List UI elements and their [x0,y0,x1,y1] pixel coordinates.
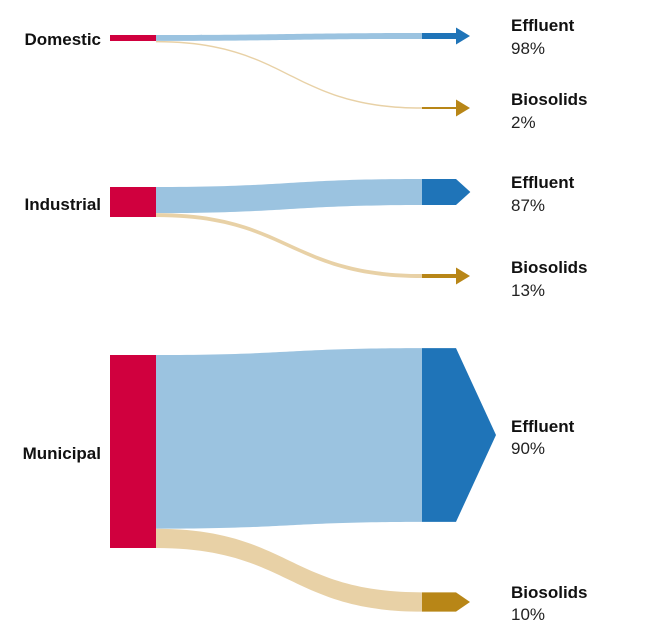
source-node-municipal [110,355,156,548]
flow-group-industrial: Industrial Effluent 87% Biosolids 13% [24,173,587,300]
target-node-domestic-effluent [422,27,470,45]
target-label-municipal-effluent: Effluent [511,417,575,436]
link-domestic-effluent [156,33,422,41]
source-node-domestic [110,35,156,41]
target-pct-industrial-effluent: 87% [511,196,545,215]
target-label-domestic-effluent: Effluent [511,16,575,35]
target-node-domestic-biosolids [422,99,470,117]
link-municipal-biosolids [156,528,422,612]
flow-group-domestic: Domestic Effluent 98% Biosolids 2% [24,16,587,132]
target-pct-municipal-effluent: 90% [511,439,545,458]
target-pct-industrial-biosolids: 13% [511,281,545,300]
link-industrial-effluent [156,178,422,214]
target-pct-municipal-biosolids: 10% [511,605,545,624]
flow-group-municipal: Municipal Effluent 90% Biosolids 10% [23,348,588,624]
target-pct-domestic-biosolids: 2% [511,113,536,132]
source-node-industrial [110,187,156,217]
target-node-industrial-biosolids [422,267,470,285]
target-label-industrial-biosolids: Biosolids [511,258,588,277]
source-label-municipal: Municipal [23,444,101,463]
link-municipal-effluent [156,348,422,529]
target-node-municipal-effluent [422,348,496,522]
target-pct-domestic-effluent: 98% [511,39,545,58]
target-node-industrial-effluent [422,178,471,206]
target-node-municipal-biosolids [422,592,470,612]
target-label-industrial-effluent: Effluent [511,173,575,192]
link-domestic-biosolids [156,40,422,109]
link-industrial-biosolids [156,213,422,278]
target-label-domestic-biosolids: Biosolids [511,90,588,109]
source-label-industrial: Industrial [24,195,101,214]
target-label-municipal-biosolids: Biosolids [511,583,588,602]
source-label-domestic: Domestic [24,30,101,49]
